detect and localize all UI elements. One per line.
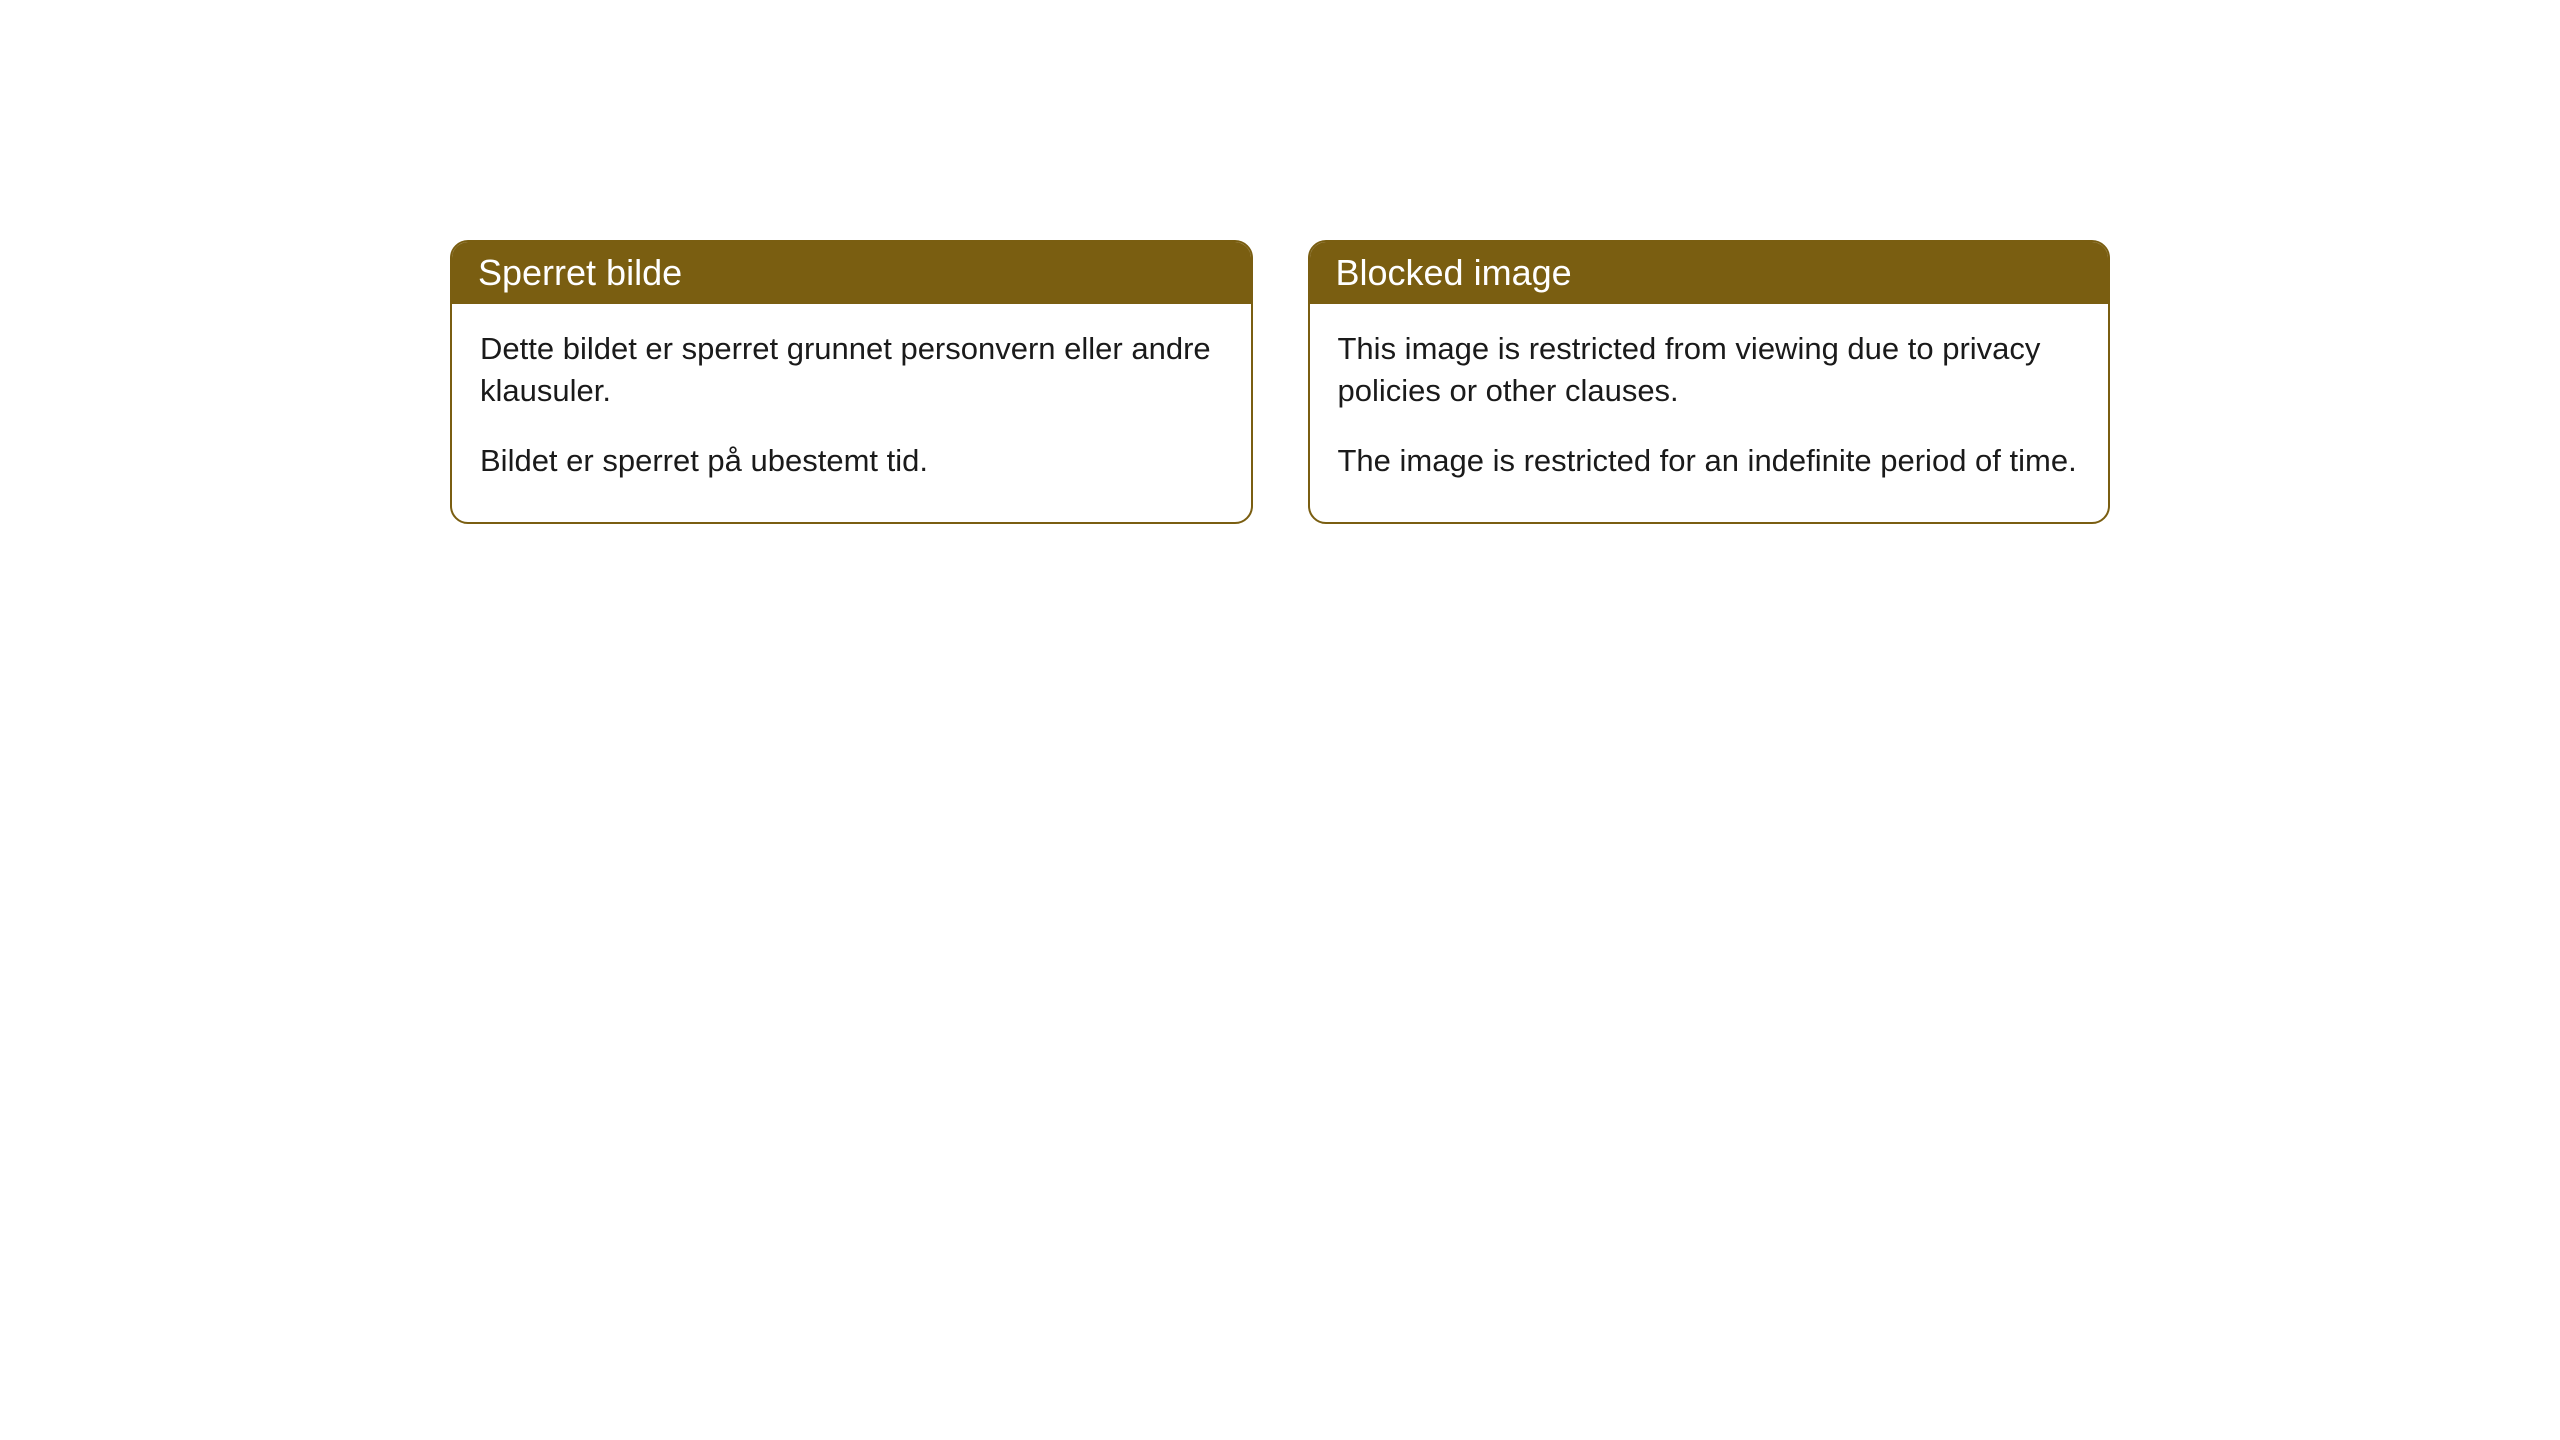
card-body-norwegian: Dette bildet er sperret grunnet personve… (452, 304, 1251, 522)
card-paragraph: The image is restricted for an indefinit… (1338, 440, 2081, 482)
card-header-norwegian: Sperret bilde (452, 242, 1251, 304)
card-header-english: Blocked image (1310, 242, 2109, 304)
card-paragraph: This image is restricted from viewing du… (1338, 328, 2081, 412)
card-body-english: This image is restricted from viewing du… (1310, 304, 2109, 522)
notice-card-english: Blocked image This image is restricted f… (1308, 240, 2111, 524)
card-paragraph: Bildet er sperret på ubestemt tid. (480, 440, 1223, 482)
notice-card-norwegian: Sperret bilde Dette bildet er sperret gr… (450, 240, 1253, 524)
card-paragraph: Dette bildet er sperret grunnet personve… (480, 328, 1223, 412)
notice-cards-container: Sperret bilde Dette bildet er sperret gr… (450, 240, 2110, 524)
card-title: Sperret bilde (478, 252, 682, 293)
card-title: Blocked image (1336, 252, 1572, 293)
